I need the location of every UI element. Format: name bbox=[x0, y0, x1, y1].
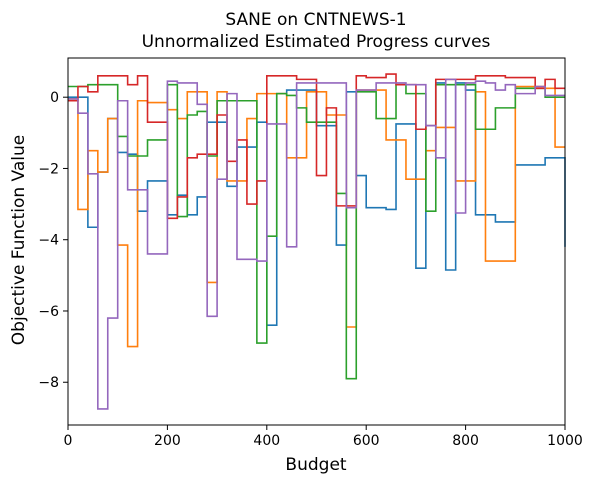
x-tick-label: 400 bbox=[253, 433, 280, 449]
x-tick-label: 200 bbox=[154, 433, 181, 449]
plot-area bbox=[68, 74, 565, 409]
chart-subtitle: Unnormalized Estimated Progress curves bbox=[142, 32, 491, 52]
x-axis-ticks: 0 200 400 600 800 1000 bbox=[64, 425, 583, 449]
y-axis-ticks: 0 −2 −4 −6 −8 bbox=[38, 90, 68, 391]
y-tick-label: 0 bbox=[50, 90, 59, 106]
series-line-4 bbox=[68, 74, 565, 218]
y-tick-label: −2 bbox=[38, 161, 59, 177]
y-tick-label: −8 bbox=[38, 375, 59, 391]
x-tick-label: 600 bbox=[353, 433, 380, 449]
y-axis-label: Objective Function Value bbox=[9, 135, 29, 345]
chart-title: SANE on CNTNEWS-1 bbox=[225, 10, 406, 30]
x-axis-label: Budget bbox=[285, 455, 346, 475]
x-tick-label: 800 bbox=[452, 433, 479, 449]
y-tick-label: −6 bbox=[38, 304, 59, 320]
x-tick-label: 1000 bbox=[547, 433, 583, 449]
y-tick-label: −4 bbox=[38, 233, 59, 249]
x-tick-label: 0 bbox=[64, 433, 73, 449]
